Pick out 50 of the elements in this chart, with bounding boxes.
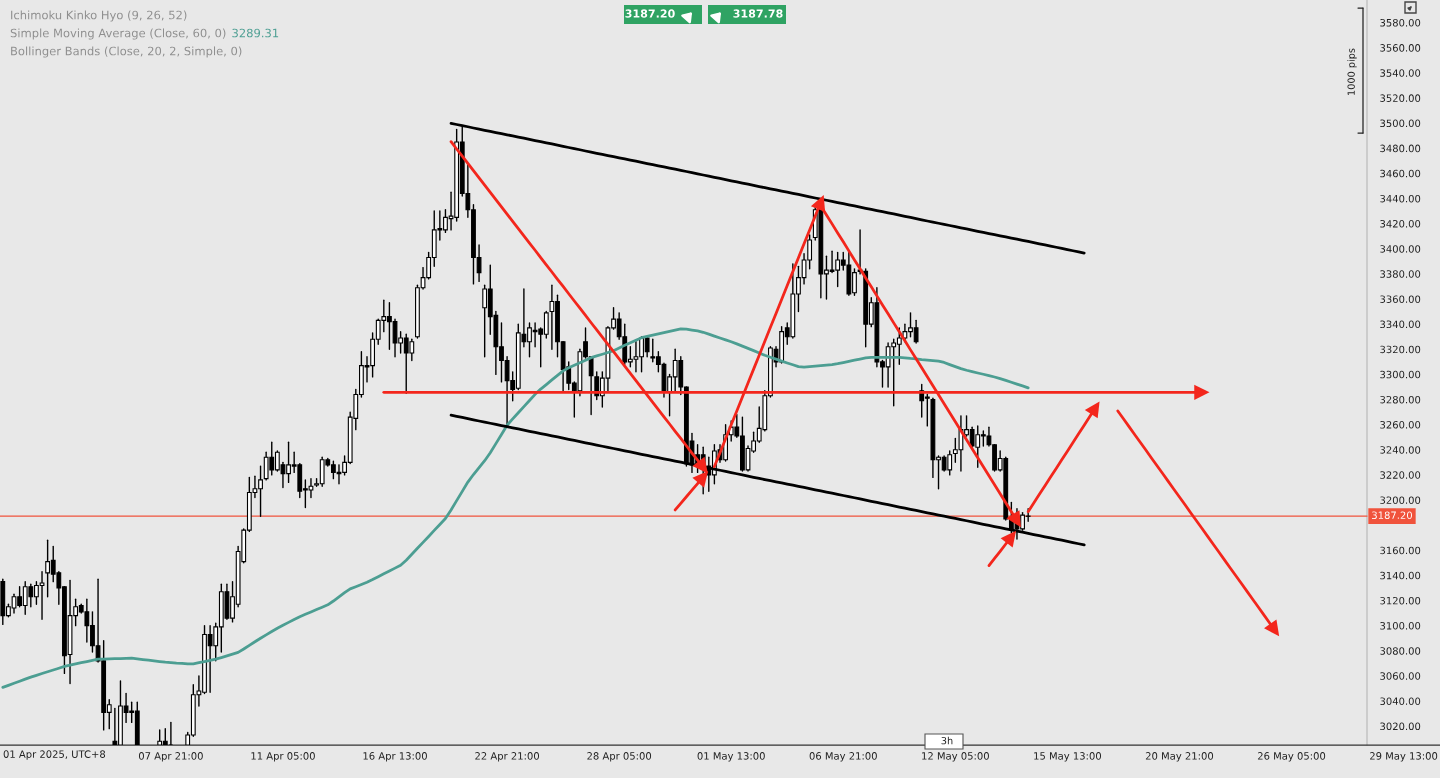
- y-tick-label: 3420.00: [1380, 220, 1421, 228]
- x-tick-label: 15 May 13:00: [1034, 752, 1102, 762]
- y-tick-label: 3100.00: [1380, 622, 1421, 630]
- y-tick-label: 3300.00: [1380, 370, 1421, 379]
- x-tick-label: 11 Apr 05:00: [251, 752, 315, 762]
- text: 01 Apr 2025, UTC+8: [3, 750, 106, 760]
- y-tick-label: 3060.00: [1380, 672, 1421, 680]
- y-tick-label: 3200.00: [1380, 496, 1421, 504]
- y-tick-label: 3240.00: [1380, 446, 1421, 454]
- x-tick-label: 20 May 21:00: [1145, 752, 1214, 762]
- x-tick-label: 28 Apr 05:00: [587, 752, 652, 762]
- y-tick-label: 3360.00: [1380, 295, 1421, 303]
- x-tick-label: 16 Apr 13:00: [363, 752, 427, 762]
- y-tick-label: 3160.00: [1380, 546, 1421, 555]
- annotation: Ichimoku Kinko Hyo (9, 26, 52): [11, 10, 187, 22]
- annotation: Bollinger Bands (Close, 20, 2, Simple, 0): [11, 46, 242, 58]
- x-tick-label: 29 May 13:00: [1370, 752, 1438, 762]
- annotation: 3289.31: [232, 28, 279, 38]
- y-tick-label: 3280.00: [1380, 395, 1421, 404]
- y-tick-label: 3540.00: [1380, 69, 1421, 77]
- y-tick-label: 3440.00: [1380, 194, 1421, 203]
- y-tick-label: 3120.00: [1380, 596, 1421, 605]
- y-tick-label: 3020.00: [1380, 722, 1421, 731]
- annotation: 3h: [941, 736, 953, 745]
- annotation: Simple Moving Average (Close, 60, 0): [10, 28, 226, 40]
- annotation: 3187.20: [625, 9, 675, 18]
- x-tick-label: 01 May 13:00: [697, 752, 765, 762]
- y-tick-label: 3520.00: [1380, 94, 1421, 102]
- ref-line-label: 3187.20: [1372, 511, 1413, 519]
- x-tick-label: 22 Apr 21:00: [475, 752, 540, 762]
- y-tick-label: 3400.00: [1380, 245, 1421, 253]
- y-tick-label: 3480.00: [1380, 144, 1421, 153]
- y-tick-label: 3460.00: [1380, 169, 1421, 178]
- y-tick-label: 3340.00: [1380, 320, 1421, 329]
- y-tick-label: 3040.00: [1380, 697, 1421, 705]
- annotation: 3187.78: [733, 9, 783, 18]
- x-tick-label: 26 May 05:00: [1257, 752, 1326, 762]
- x-tick-label: 12 May 05:00: [922, 752, 989, 762]
- y-tick-label: 3220.00: [1380, 471, 1421, 479]
- y-tick-label: 3260.00: [1380, 421, 1421, 429]
- y-tick-label: 3080.00: [1380, 647, 1421, 655]
- y-tick-label: 3140.00: [1380, 571, 1421, 580]
- y-tick-label: 3580.00: [1380, 18, 1421, 27]
- x-tick-label: 06 May 21:00: [809, 752, 877, 762]
- y-tick-label: 3560.00: [1380, 44, 1421, 52]
- y-tick-label: 3500.00: [1380, 119, 1421, 128]
- x-tick-label: 07 Apr 21:00: [138, 752, 203, 762]
- y-tick-label: 3380.00: [1380, 270, 1421, 278]
- y-tick-label: 3320.00: [1380, 345, 1421, 354]
- annotation: 1000 pips: [1347, 48, 1357, 95]
